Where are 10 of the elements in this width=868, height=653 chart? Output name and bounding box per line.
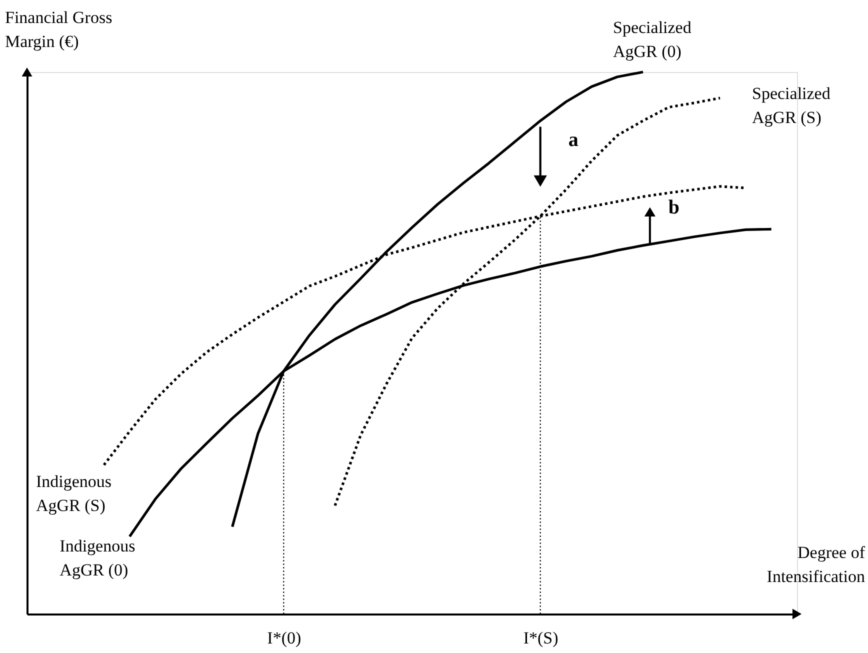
y-axis-title: Financial Gross Margin (€): [5, 8, 112, 51]
series-label: Specialized AgGR (0): [613, 18, 692, 61]
annotation: b: [668, 196, 680, 218]
series-label: Indigenous AgGR (0): [60, 536, 136, 580]
annotation: a: [568, 128, 578, 151]
x-tick-label: I*(S): [523, 628, 558, 648]
x-axis-title: Degree of Intensification: [766, 543, 866, 586]
series-label: Specialized AgGR (S): [752, 84, 831, 128]
series-label: Indigenous AgGR (S): [36, 472, 112, 515]
x-tick-label: I*(0): [267, 628, 302, 648]
